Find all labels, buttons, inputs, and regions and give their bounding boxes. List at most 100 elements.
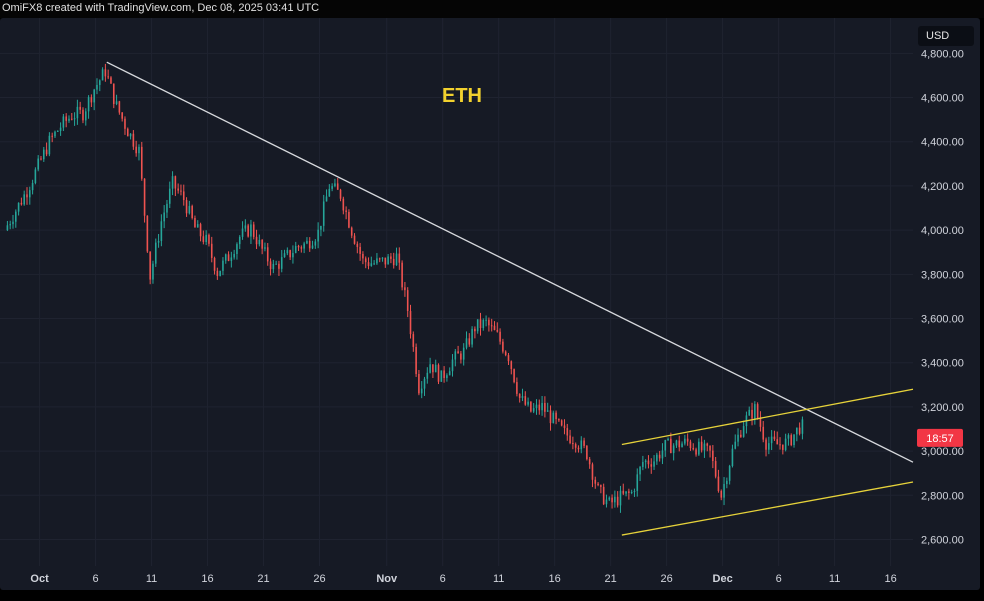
trendline-channel-upper[interactable]	[621, 388, 914, 446]
candle-body	[40, 158, 42, 160]
candle-body	[541, 403, 543, 411]
candle-body	[348, 211, 350, 228]
candle-body	[507, 355, 510, 362]
candle-body	[174, 176, 177, 189]
candle-body	[530, 401, 532, 412]
candle-body	[726, 480, 728, 485]
candle-body	[527, 401, 529, 405]
candle-body	[434, 364, 437, 373]
candle-body	[23, 194, 25, 205]
x-tick-label: Dec	[713, 573, 733, 585]
candle-body	[532, 408, 535, 412]
candle-body	[334, 183, 336, 187]
candle-body	[160, 221, 163, 241]
candle-body	[698, 441, 700, 455]
candle-body	[168, 188, 171, 204]
candle-body	[756, 404, 759, 419]
candle-body	[101, 69, 104, 81]
candle-body	[261, 240, 263, 249]
candle-body	[622, 490, 625, 494]
x-tick-label: 16	[201, 573, 213, 585]
candle-body	[773, 436, 776, 440]
trendlines[interactable]	[106, 61, 914, 536]
candle-body	[199, 224, 202, 237]
candle-body	[600, 485, 602, 487]
candle-body	[793, 434, 795, 446]
candle-body	[776, 439, 779, 445]
candle-body	[387, 256, 389, 265]
candle-body	[499, 331, 501, 342]
candle-body	[401, 262, 403, 288]
candle-body	[510, 361, 513, 370]
candle-body	[437, 364, 440, 382]
currency-label[interactable]: USD	[918, 26, 974, 46]
candle-body	[720, 490, 723, 498]
candle-body	[552, 412, 555, 424]
candle-body	[149, 251, 151, 280]
candle-body	[476, 319, 479, 332]
candle-body	[252, 224, 255, 237]
candle-body	[152, 263, 154, 280]
candle-body	[233, 253, 235, 258]
candle-body	[779, 444, 781, 446]
candle-body	[280, 257, 283, 269]
candle-body	[496, 329, 499, 332]
candle-body	[630, 492, 633, 494]
candles	[6, 63, 804, 513]
candle-body	[625, 491, 627, 494]
candle-body	[272, 263, 275, 270]
y-tick-label: 4,200.00	[921, 181, 964, 193]
candle-body	[751, 409, 753, 419]
candle-body	[577, 447, 580, 450]
candle-body	[681, 443, 683, 448]
candle-body	[196, 224, 199, 228]
candle-body	[26, 194, 28, 198]
candle-body	[586, 445, 588, 460]
candle-body	[98, 80, 101, 85]
candle-body	[544, 403, 546, 412]
candle-body	[409, 311, 412, 335]
candle-body	[110, 77, 112, 84]
grid	[0, 18, 913, 566]
trendline-downtrend[interactable]	[106, 61, 914, 463]
candle-body	[188, 205, 191, 214]
candle-body	[126, 128, 129, 137]
candle-body	[17, 202, 20, 212]
candle-body	[376, 258, 378, 264]
candle-body	[485, 319, 487, 321]
x-tick-label: 11	[829, 573, 840, 585]
candle-body	[588, 459, 591, 465]
candle-body	[653, 461, 655, 467]
candle-body	[208, 234, 210, 244]
candle-body	[185, 200, 188, 214]
candle-body	[286, 250, 289, 254]
candle-body	[574, 444, 577, 448]
candle-body	[322, 201, 325, 226]
candle-body	[345, 210, 347, 212]
candle-body	[129, 133, 132, 137]
candle-body	[264, 247, 266, 249]
candle-body	[602, 486, 605, 505]
candle-body	[303, 243, 305, 249]
candle-body	[216, 270, 219, 276]
candle-body	[597, 483, 599, 486]
candle-body	[241, 228, 244, 237]
candle-body	[76, 106, 79, 119]
x-tick-label: 6	[776, 573, 782, 585]
candle-body	[59, 127, 62, 131]
candle-body	[684, 438, 686, 444]
price-chart[interactable]: 4,800.00 4,600.00 4,400.00 4,200.00 4,000.00…	[0, 18, 980, 590]
candle-body	[51, 135, 53, 137]
candle-body	[768, 443, 770, 450]
candle-body	[754, 404, 756, 419]
chart-panel[interactable]: 4,800.00 4,600.00 4,400.00 4,200.00 4,000.00…	[0, 18, 980, 590]
candle-body	[443, 370, 445, 378]
price-marker-label: 18:57	[926, 433, 954, 445]
candle-body	[395, 253, 398, 266]
candle-body	[555, 412, 557, 420]
trendline-channel-lower[interactable]	[621, 481, 914, 536]
candle-body	[12, 221, 14, 225]
candle-body	[664, 439, 667, 451]
candle-body	[502, 341, 504, 352]
candle-body	[784, 438, 787, 450]
